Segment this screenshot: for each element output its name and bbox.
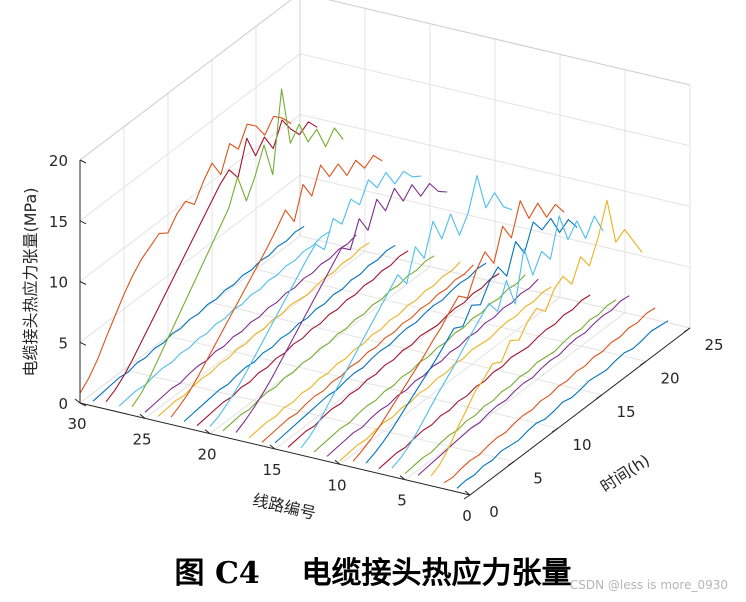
x-tick-mark: [139, 413, 146, 419]
x-tick-label: 5: [397, 492, 407, 510]
series-line-16: [261, 264, 474, 443]
z-axis-label: 电缆接头热应力张量(MPa): [21, 187, 40, 376]
grid-y-floor: [211, 302, 603, 396]
grid-z-wall-right: [299, 235, 691, 329]
series-line-2: [443, 307, 656, 484]
x-tick-mark: [334, 459, 341, 465]
series-line-22: [183, 244, 396, 422]
grid-y-floor: [167, 335, 559, 429]
x-tick-label: 15: [262, 461, 281, 479]
z-tick-mark: [79, 341, 87, 346]
z-tick-mark: [79, 159, 87, 164]
tick-labels: 0 5 10 15 20 25 30 0 5 10 15 20 25 0 5 10 15 20: [49, 152, 724, 525]
z-tick-mark: [79, 220, 87, 225]
y-tick-mark: [507, 461, 515, 467]
top-edge-right: [327, 0, 691, 86]
figure-caption: 图 C4 电缆接头热应力张量: [174, 556, 572, 591]
grid-z-wall-right: [299, 53, 691, 147]
z-tick-label: 10: [49, 274, 68, 292]
series-line-5: [404, 299, 617, 475]
y-tick-label: 15: [616, 403, 635, 421]
axes-pane-0: [80, 0, 300, 403]
top-edge-left: [79, 0, 292, 161]
grid-z-wall-left: [79, 114, 301, 282]
axis-lines: [74, 159, 691, 500]
y-tick-label: 20: [660, 369, 679, 387]
y-axis-label: 时间(h): [597, 451, 653, 497]
x-tick-mark: [269, 444, 276, 450]
grid-z-wall-left: [79, 53, 301, 222]
series-line-1: [456, 320, 669, 489]
x-tick-mark: [399, 475, 406, 481]
z-tick-label: 0: [58, 395, 68, 413]
series-line-10: [339, 286, 552, 462]
y-tick-mark: [639, 360, 647, 366]
series-line-4: [417, 295, 630, 476]
grid-z-wall-right: [299, 114, 691, 207]
y-tick-mark: [595, 394, 603, 400]
grid-x-floor: [404, 312, 626, 481]
series-line-29: [92, 225, 305, 402]
x-tick-label: 20: [197, 446, 216, 464]
series-line-15: [274, 262, 487, 444]
x-tick-mark: [74, 398, 81, 404]
y-axis-line: [469, 327, 691, 496]
series-line-9: [352, 200, 565, 462]
series-line-24: [157, 242, 370, 417]
series-line-27: [118, 230, 331, 407]
y-tick-label: 25: [704, 336, 723, 354]
x-tick-label: 10: [327, 476, 346, 494]
series-line-26: [131, 88, 344, 408]
z-tick-mark: [79, 281, 87, 285]
series-line-30: [79, 115, 292, 394]
y-tick-mark: [463, 494, 471, 500]
y-tick-label: 10: [572, 436, 591, 454]
series-line-20: [209, 170, 422, 427]
series-line-11: [326, 278, 539, 457]
grid-x-floor: [209, 266, 431, 435]
x-tick-label: 0: [462, 507, 472, 525]
grid-x-floor: [339, 296, 561, 465]
series-line-25: [144, 234, 357, 413]
x-axis-label: 线路编号: [251, 490, 318, 523]
watermark: CSDN @less is more_0930: [569, 578, 728, 592]
series-line-6: [391, 215, 604, 469]
y-tick-mark: [683, 327, 691, 333]
x-tick-label: 30: [67, 415, 86, 433]
series-line-3: [430, 199, 643, 477]
x-tick-label: 25: [132, 430, 151, 448]
grid-z-wall-left: [79, 174, 301, 343]
series-line-17: [248, 261, 461, 439]
series-line-18: [235, 182, 448, 433]
x-tick-mark: [204, 429, 211, 435]
z-tick-label: 20: [49, 152, 68, 170]
z-tick-mark: [79, 402, 87, 407]
chart-3d: 0 5 10 15 20 25 30 0 5 10 15 20 25 0 5 10 15 20 线路编号 时间(h…: [21, 0, 724, 525]
series-line-7: [378, 294, 591, 470]
series-line-28: [105, 119, 318, 403]
series-line-23: [170, 154, 383, 418]
grid-y-floor: [255, 268, 647, 362]
y-tick-label: 0: [489, 503, 499, 521]
x-tick-mark: [464, 490, 471, 496]
series-lines: [79, 88, 669, 489]
z-tick-label: 15: [49, 213, 68, 231]
y-tick-mark: [551, 427, 559, 433]
z-tick-label: 5: [58, 334, 68, 352]
series-line-13: [300, 175, 513, 449]
series-line-8: [365, 217, 578, 464]
y-tick-label: 5: [533, 470, 543, 488]
series-line-14: [287, 273, 500, 448]
